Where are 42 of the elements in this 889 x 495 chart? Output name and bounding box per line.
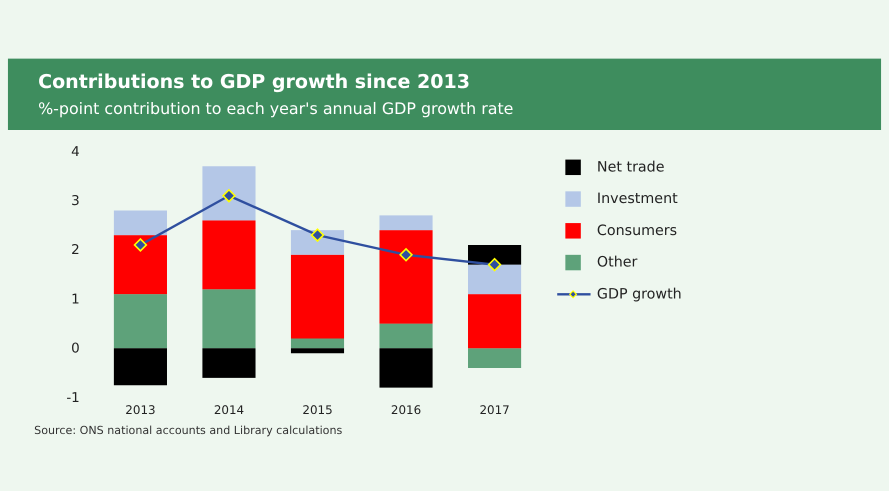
y-tick-label: 4 [71,144,80,160]
y-tick-label: 2 [71,242,80,258]
bar [290,254,344,338]
legend-label: Net trade [596,159,665,176]
point [399,248,413,262]
legend-label: Other [596,254,638,271]
bar [468,294,522,348]
bar [379,348,433,388]
bar [202,166,256,220]
bar [290,348,344,354]
x-tick-label: 2013 [125,402,156,417]
point [134,238,148,252]
legend-label: Consumers [596,222,678,239]
point [488,258,502,272]
bar [114,294,167,348]
bar [290,338,344,348]
x-tick-label: 2014 [214,402,244,417]
source-note: Source: ONS national accounts and Library calculations [34,424,343,438]
x-tick-label: 2016 [390,402,422,417]
bar [114,235,167,294]
bar [468,264,522,294]
bar [379,215,433,230]
point [310,228,324,242]
x-tick-label: 2015 [302,402,333,417]
x-tick-label: 2017 [479,402,510,417]
bar [379,324,433,348]
bar [202,220,256,290]
chart-title: Contributions to GDP growth since 2013 [38,70,470,93]
bar [114,348,167,386]
bar [379,230,433,324]
bar [468,244,522,265]
bar [202,289,256,348]
y-tick-label: 0 [71,340,80,357]
chart-subtitle: %-point contribution to each year's annual GDP growth rate [38,99,514,118]
bar [468,348,522,368]
y-tick-label: 3 [71,193,80,210]
bar [114,210,167,236]
legend-label: Investment [596,191,678,208]
y-tick-label: 1 [71,291,80,308]
legend-label: GDP growth [596,286,682,302]
y-tick-label: -1 [66,390,80,406]
bar [202,348,256,378]
